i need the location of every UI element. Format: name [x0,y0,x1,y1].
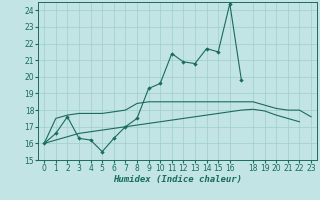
X-axis label: Humidex (Indice chaleur): Humidex (Indice chaleur) [113,175,242,184]
